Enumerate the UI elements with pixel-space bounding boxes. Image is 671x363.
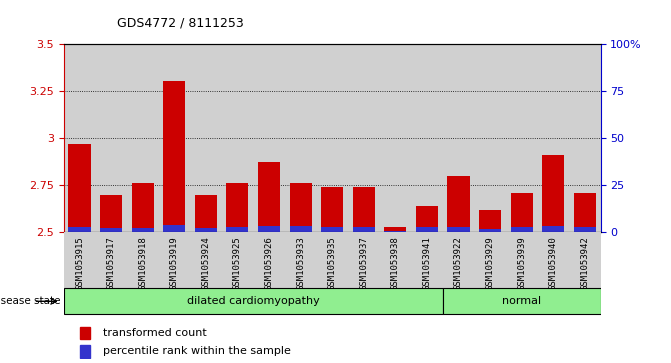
Bar [289,183,311,232]
Text: GSM1053929: GSM1053929 [486,236,495,290]
Text: GSM1053942: GSM1053942 [580,236,589,290]
Bar [384,231,407,232]
Bar [474,232,506,301]
Bar [506,232,537,301]
Text: GSM1053918: GSM1053918 [138,236,147,290]
Text: percentile rank within the sample: percentile rank within the sample [103,346,291,356]
Bar [569,232,601,301]
Bar [348,232,380,301]
Bar [380,44,411,232]
Bar [226,227,248,232]
Bar [443,44,474,232]
Text: GSM1053941: GSM1053941 [422,236,431,290]
Bar [348,44,380,232]
Text: GSM1053939: GSM1053939 [517,236,526,290]
Bar [353,227,375,232]
Bar [68,144,91,232]
Bar [380,232,411,301]
Text: GSM1053926: GSM1053926 [264,236,274,290]
Bar [443,288,601,314]
Text: GSM1053924: GSM1053924 [201,236,210,290]
Bar [574,193,596,232]
Bar [80,327,89,339]
Bar [163,81,185,232]
Bar [416,227,438,232]
Bar [574,227,596,232]
Bar [448,176,470,232]
Text: dilated cardiomyopathy: dilated cardiomyopathy [187,296,319,306]
Text: GSM1053933: GSM1053933 [296,236,305,290]
Bar [163,225,185,232]
Bar [411,232,443,301]
Bar [158,44,190,232]
Text: GDS4772 / 8111253: GDS4772 / 8111253 [117,16,244,29]
Bar [316,232,348,301]
Bar [132,228,154,232]
Bar [506,44,537,232]
Bar [411,44,443,232]
Text: GSM1053919: GSM1053919 [170,236,178,290]
Bar [316,44,348,232]
Bar [158,232,190,301]
Bar [474,44,506,232]
Bar [353,187,375,232]
Bar [253,44,285,232]
Bar [321,227,343,232]
Bar [95,44,127,232]
Bar [226,183,248,232]
Bar [195,195,217,232]
Bar [537,44,569,232]
Bar [537,232,569,301]
Bar [253,232,285,301]
Bar [443,232,474,301]
Bar [64,232,95,301]
Bar [542,226,564,232]
Bar [190,44,221,232]
Bar [95,232,127,301]
Bar [258,226,280,232]
Bar [321,187,343,232]
Text: GSM1053925: GSM1053925 [233,236,242,290]
Bar [190,232,221,301]
Bar [64,44,95,232]
Text: GSM1053922: GSM1053922 [454,236,463,290]
Bar [384,227,407,232]
Bar [80,345,89,358]
Bar [68,227,91,232]
Bar [448,227,470,232]
Text: disease state: disease state [0,296,60,306]
Bar [285,44,316,232]
Bar [542,155,564,232]
Bar [127,232,158,301]
Bar [569,44,601,232]
Bar [100,195,122,232]
Text: GSM1053917: GSM1053917 [107,236,115,290]
Bar [100,228,122,232]
Bar [479,210,501,232]
Bar [479,229,501,232]
Bar [64,288,443,314]
Text: normal: normal [502,296,541,306]
Bar [416,206,438,232]
Bar [221,44,253,232]
Bar [289,226,311,232]
Text: GSM1053938: GSM1053938 [391,236,400,290]
Bar [132,183,154,232]
Text: transformed count: transformed count [103,328,207,338]
Bar [258,163,280,232]
Bar [195,228,217,232]
Bar [511,193,533,232]
Text: GSM1053937: GSM1053937 [359,236,368,290]
Text: GSM1053935: GSM1053935 [327,236,337,290]
Bar [221,232,253,301]
Bar [285,232,316,301]
Bar [127,44,158,232]
Bar [511,227,533,232]
Text: GSM1053915: GSM1053915 [75,236,84,290]
Text: GSM1053940: GSM1053940 [549,236,558,290]
